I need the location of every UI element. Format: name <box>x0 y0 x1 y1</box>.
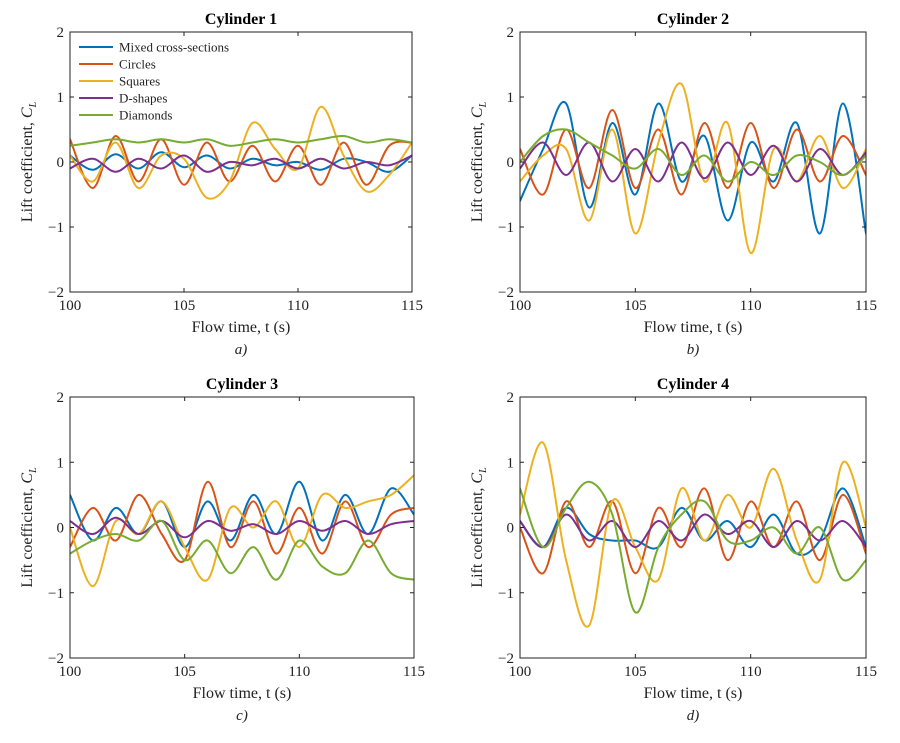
y-axis-label-subscript: L <box>478 101 489 108</box>
x-tick-label: 100 <box>59 664 82 680</box>
series-group <box>70 474 414 588</box>
legend: Mixed cross-sections Circles Squares D-shap… <box>79 40 229 123</box>
legend-label-mixed-cross-sections: Mixed cross-sections <box>119 40 229 55</box>
y-tick-label: 0 <box>507 521 515 537</box>
series-line-diamonds <box>520 480 866 614</box>
series-line-d-shapes <box>70 154 412 173</box>
y-tick-label: 1 <box>57 455 65 471</box>
chart-title: Cylinder 4 <box>657 376 729 393</box>
subplot-cylinder-3: 100 105 110 115 −2 −1 0 1 2 Cylinder 3 Flow time, … <box>19 376 425 724</box>
y-axis-label-symbol: C <box>19 107 36 118</box>
y-tick-label: −1 <box>48 220 64 236</box>
x-axis-label: Flow time, t (s) <box>644 685 743 702</box>
x-tick-label: 100 <box>509 664 532 680</box>
x-tick-label: 115 <box>855 298 877 314</box>
y-tick-label: 2 <box>57 390 65 406</box>
series-line-circles <box>520 109 866 196</box>
series-line-squares <box>70 105 412 200</box>
y-axis-label-symbol: C <box>469 473 486 484</box>
y-tick-label: 2 <box>507 25 515 41</box>
x-tick-label: 115 <box>855 664 877 680</box>
series-group <box>520 82 866 255</box>
legend-label-d-shapes: D-shapes <box>119 91 167 106</box>
y-tick-label: 0 <box>507 155 515 171</box>
chart-title: Cylinder 2 <box>657 11 729 28</box>
y-axis-label-text: Lift coefficient, <box>19 118 36 222</box>
x-axis-label: Flow time, t (s) <box>193 685 292 702</box>
subplot-cylinder-1: 100 105 110 115 −2 −1 0 1 2 Cylinder 1 Flow time, … <box>19 11 423 358</box>
y-tick-label: 2 <box>57 25 65 41</box>
x-axis-label: Flow time, t (s) <box>644 319 743 336</box>
series-line-diamonds <box>520 128 866 183</box>
y-axis-label: Lift coefficient, CL <box>19 101 39 222</box>
y-tick-label: −1 <box>498 586 514 602</box>
y-axis-label-text: Lift coefficient, <box>469 484 486 588</box>
chart-title: Cylinder 3 <box>206 376 278 393</box>
x-tick-label: 115 <box>401 298 423 314</box>
panel-caption: a) <box>235 342 248 358</box>
x-tick-label: 110 <box>740 664 762 680</box>
y-tick-label: −2 <box>498 285 514 301</box>
panel-caption: c) <box>236 708 248 724</box>
x-tick-label: 100 <box>509 298 532 314</box>
y-axis-label-symbol: C <box>469 107 486 118</box>
series-line-d-shapes <box>520 513 866 549</box>
y-axis-label-subscript: L <box>28 101 39 108</box>
series-group <box>520 441 866 628</box>
x-tick-label: 110 <box>740 298 762 314</box>
series-line-d-shapes <box>70 516 414 539</box>
y-axis-label-subscript: L <box>478 467 489 474</box>
x-tick-label: 105 <box>624 298 647 314</box>
y-tick-label: 1 <box>507 455 515 471</box>
legend-label-squares: Squares <box>119 74 160 89</box>
subplot-cylinder-4: 100 105 110 115 −2 −1 0 1 2 Cylinder 4 Flow time, … <box>469 376 877 724</box>
series-line-diamonds <box>70 519 414 581</box>
y-tick-label: 1 <box>57 90 65 106</box>
x-tick-label: 110 <box>287 298 309 314</box>
y-axis-label: Lift coefficient, CL <box>469 101 489 222</box>
y-axis-label-text: Lift coefficient, <box>469 118 486 222</box>
y-axis-label-symbol: C <box>19 473 36 484</box>
y-tick-label: 1 <box>507 90 515 106</box>
series-line-diamonds <box>70 134 412 147</box>
x-tick-label: 110 <box>288 664 310 680</box>
y-axis-label: Lift coefficient, CL <box>19 467 39 588</box>
series-group <box>70 105 412 200</box>
panel-caption: b) <box>687 342 700 358</box>
series-line-squares <box>520 441 866 628</box>
y-tick-label: −2 <box>48 285 64 301</box>
y-tick-label: −2 <box>48 651 64 667</box>
legend-label-circles: Circles <box>119 57 156 72</box>
y-tick-label: 2 <box>507 390 515 406</box>
series-line-circles <box>70 480 414 563</box>
x-axis-label: Flow time, t (s) <box>192 319 291 336</box>
series-line-circles <box>70 134 412 189</box>
y-tick-label: −1 <box>48 586 64 602</box>
x-tick-label: 105 <box>624 664 647 680</box>
series-line-d-shapes <box>520 141 866 183</box>
x-tick-label: 115 <box>403 664 425 680</box>
series-line-mixed-cross-sections <box>520 100 866 235</box>
y-tick-label: −2 <box>498 651 514 667</box>
x-tick-label: 105 <box>173 298 196 314</box>
y-axis-label: Lift coefficient, CL <box>469 467 489 588</box>
y-tick-label: −1 <box>498 220 514 236</box>
y-tick-label: 0 <box>57 521 65 537</box>
panel-caption: d) <box>687 708 700 724</box>
series-line-mixed-cross-sections <box>70 480 414 549</box>
legend-label-diamonds: Diamonds <box>119 108 172 123</box>
y-axis-label-text: Lift coefficient, <box>19 484 36 588</box>
subplot-cylinder-2: 100 105 110 115 −2 −1 0 1 2 Cylinder 2 Flow time, … <box>469 11 877 358</box>
y-tick-label: 0 <box>57 155 65 171</box>
y-axis-label-subscript: L <box>28 467 39 474</box>
x-tick-label: 105 <box>173 664 196 680</box>
chart-title: Cylinder 1 <box>205 11 277 28</box>
x-tick-label: 100 <box>59 298 82 314</box>
